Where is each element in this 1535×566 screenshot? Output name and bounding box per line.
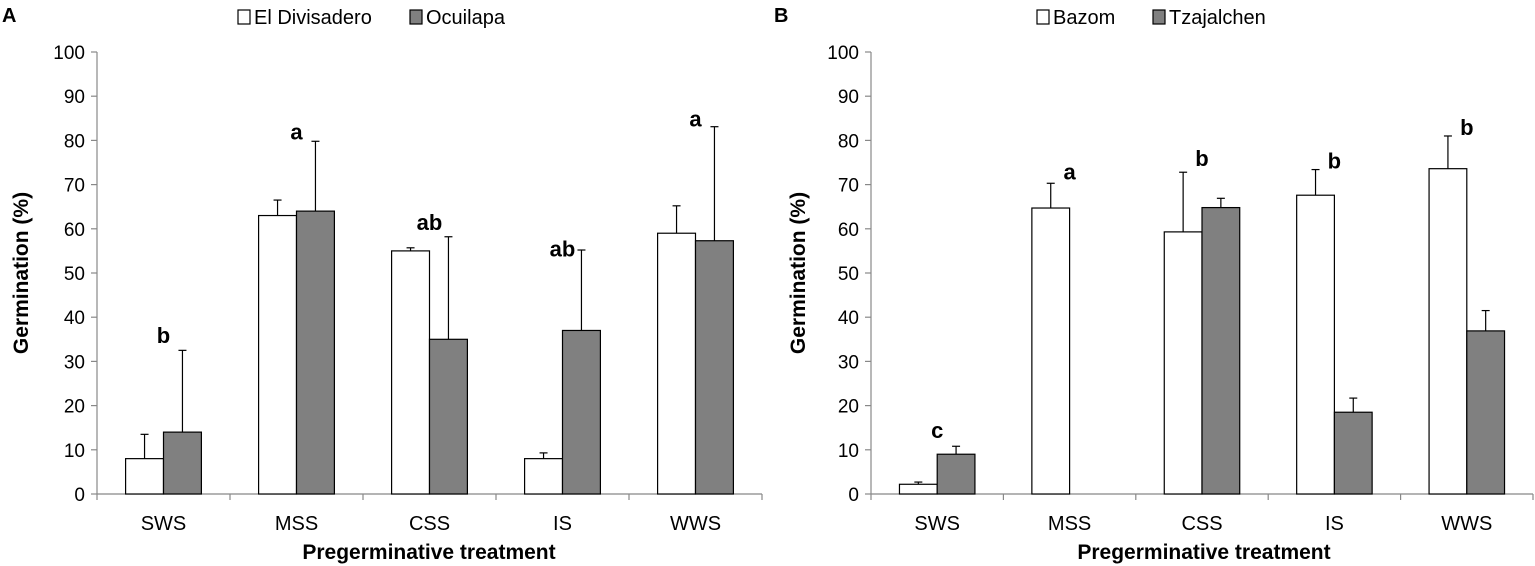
panel-b-bar-bazom-mss	[1031, 207, 1071, 495]
legend-swatch-bazom	[1036, 9, 1050, 25]
panel-a-y-axis-title: Germination (%)	[10, 192, 33, 354]
panel-b-y-tick-label: 60	[838, 220, 859, 241]
panel-b-y-tick-label: 30	[838, 352, 859, 373]
panel-a-significance-label-css: ab	[417, 210, 443, 235]
panel-a-plot: 0 10 20 30 40 50 60 70 80 90 100 SWS MSS CSS IS WWS b a ab…	[53, 43, 763, 535]
legend-swatch-el-divisadero	[237, 9, 251, 25]
panel-a-letter: A	[2, 5, 16, 27]
panel-a: A El Divisadero Ocuilapa 0 10 20 30 40 50 60 70…	[2, 5, 763, 564]
panel-a-legend: El Divisadero Ocuilapa	[237, 7, 506, 29]
panel-b-y-tick-label: 50	[838, 264, 859, 285]
panel-a-significance-label-sws: b	[157, 323, 170, 348]
panel-b-bar-tzajalchen-wws	[1466, 330, 1506, 495]
panel-a-y-tick-label: 40	[64, 308, 85, 329]
panel-b-significance-label-mss: a	[1063, 159, 1076, 184]
panel-a-significance-label-is: ab	[550, 237, 576, 262]
panel-a-category-label-is: IS	[553, 513, 572, 535]
panel-a-y-tick-label: 100	[53, 43, 85, 64]
panel-a-y-tick-label: 90	[64, 87, 85, 108]
legend-label-tzajalchen: Tzajalchen	[1169, 7, 1266, 29]
panel-b-bar-bazom-css	[1163, 231, 1203, 495]
legend-label-el-divisadero: El Divisadero	[254, 7, 372, 29]
panel-b-category-label-css: CSS	[1181, 513, 1222, 535]
panel-a-bar-el-divisadero-is	[523, 458, 564, 495]
legend-label-ocuilapa: Ocuilapa	[426, 7, 506, 29]
panel-a-significance-label-wws: a	[689, 106, 702, 131]
panel-b-significance-label-is: b	[1328, 148, 1341, 173]
panel-a-y-tick-label: 50	[64, 264, 85, 285]
panel-a-bar-ocuilapa-is	[561, 329, 602, 495]
panel-a-bar-el-divisadero-css	[390, 250, 431, 495]
panel-a-bar-ocuilapa-sws	[162, 431, 203, 495]
panel-a-category-label-sws: SWS	[141, 513, 187, 535]
legend-swatch-tzajalchen	[1152, 9, 1166, 25]
panel-b-y-tick-label: 90	[838, 87, 859, 108]
panel-a-bar-ocuilapa-mss	[295, 210, 336, 495]
panel-b-significance-label-css: b	[1195, 146, 1208, 171]
panel-b-y-tick-label: 40	[838, 308, 859, 329]
panel-b-y-tick-label: 80	[838, 131, 859, 152]
panel-b-legend: Bazom Tzajalchen	[1036, 7, 1266, 29]
panel-a-y-tick-label: 20	[64, 397, 85, 418]
panel-b-bar-tzajalchen-is	[1333, 411, 1373, 495]
panel-b-category-label-sws: SWS	[914, 513, 960, 535]
panel-a-y-tick-label: 30	[64, 352, 85, 373]
panel-a-y-tick-label: 70	[64, 176, 85, 197]
panel-a-category-label-mss: MSS	[275, 513, 318, 535]
panel-b-y-tick-label: 20	[838, 397, 859, 418]
panel-a-category-label-wws: WWS	[670, 513, 721, 535]
panel-b-bar-tzajalchen-css	[1201, 206, 1241, 495]
panel-a-y-tick-label: 60	[64, 220, 85, 241]
panel-b-significance-label-sws: c	[931, 418, 943, 443]
panel-b-category-label-wws: WWS	[1441, 513, 1492, 535]
panel-b-y-tick-label: 10	[838, 441, 859, 462]
panel-a-significance-label-mss: a	[290, 120, 303, 145]
panel-b-y-tick-label: 0	[848, 485, 859, 506]
panel-b-y-axis-title: Germination (%)	[787, 192, 810, 354]
panel-b-bar-tzajalchen-sws	[936, 453, 976, 495]
panel-b-bar-bazom-wws	[1428, 168, 1468, 495]
panel-b-letter: B	[774, 5, 788, 27]
panel-a-bar-el-divisadero-wws	[656, 232, 697, 495]
panel-b-y-tick-label: 70	[838, 176, 859, 197]
panel-b-bar-bazom-is	[1296, 194, 1336, 495]
panel-b-significance-label-wws: b	[1460, 115, 1473, 140]
legend-swatch-ocuilapa	[409, 9, 423, 25]
panel-a-bar-ocuilapa-css	[428, 338, 469, 495]
panel-a-bar-el-divisadero-sws	[124, 458, 165, 495]
panel-b-y-tick-label: 100	[827, 43, 859, 64]
panel-b-bar-bazom-sws	[898, 483, 938, 495]
panel-b-category-label-mss: MSS	[1048, 513, 1091, 535]
panel-a-y-tick-label: 10	[64, 441, 85, 462]
panel-a-category-label-css: CSS	[409, 513, 450, 535]
panel-b-x-axis-title: Pregerminative treatment	[1077, 541, 1330, 564]
panel-b-category-label-is: IS	[1325, 513, 1344, 535]
panel-b: B Bazom Tzajalchen 0 10 20 30 40 50 60 70 80 90 10…	[774, 5, 1534, 564]
panel-a-bar-el-divisadero-mss	[257, 214, 298, 495]
panel-a-y-tick-label: 0	[74, 485, 85, 506]
panel-b-plot: 0 10 20 30 40 50 60 70 80 90 100 SWS MSS CSS IS WWS c a b b…	[827, 43, 1534, 535]
panel-a-bar-ocuilapa-wws	[694, 240, 735, 495]
panel-a-y-tick-label: 80	[64, 131, 85, 152]
panel-a-x-axis-title: Pregerminative treatment	[302, 541, 555, 564]
legend-label-bazom: Bazom	[1053, 7, 1115, 29]
